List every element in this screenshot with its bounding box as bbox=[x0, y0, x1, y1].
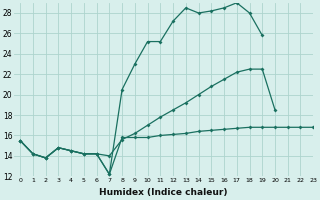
X-axis label: Humidex (Indice chaleur): Humidex (Indice chaleur) bbox=[99, 188, 228, 197]
